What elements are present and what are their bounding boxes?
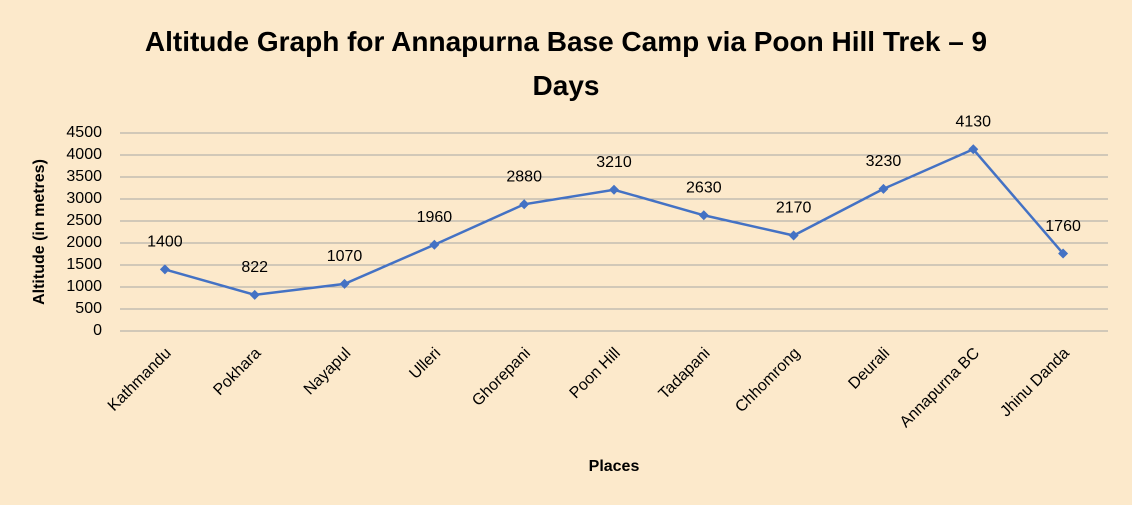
x-tick-label: Kathmandu: [105, 345, 175, 415]
y-tick-label: 0: [93, 322, 102, 339]
data-label: 4130: [955, 113, 991, 130]
y-tick-label: 4000: [66, 146, 102, 163]
x-tick-label: Nayapul: [301, 345, 355, 399]
data-point: [878, 183, 889, 194]
data-label: 1400: [147, 234, 183, 251]
data-label: 3210: [596, 154, 632, 171]
data-point: [968, 144, 979, 155]
data-label: 2170: [776, 200, 812, 217]
y-tick-label: 1000: [66, 278, 102, 295]
y-tick-label: 3000: [66, 190, 102, 207]
x-tick-label: Jhinu Danda: [997, 345, 1073, 421]
data-label: 2880: [506, 168, 542, 185]
x-tick-label: Poon Hill: [567, 345, 624, 402]
data-point: [519, 199, 530, 210]
data-point: [609, 184, 619, 195]
x-tick-label: Tadapani: [656, 345, 714, 403]
data-label: 822: [241, 259, 268, 276]
data-label: 1070: [327, 248, 363, 265]
data-point: [788, 230, 799, 241]
x-axis-title: Places: [589, 458, 640, 475]
y-tick-label: 2000: [66, 234, 102, 251]
x-tick-label: Chhomrong: [732, 345, 803, 416]
data-label: 1760: [1045, 218, 1081, 235]
y-tick-label: 3500: [66, 168, 102, 185]
x-tick-label: Annapurna BC: [897, 345, 983, 431]
data-label: 3230: [866, 153, 902, 170]
data-point: [339, 278, 350, 289]
x-tick-label: Ulleri: [406, 345, 444, 383]
series-line: [164, 147, 1065, 297]
x-tick-label: Deurali: [845, 345, 893, 393]
y-tick-label: 500: [75, 300, 102, 317]
data-point: [159, 264, 170, 275]
y-tick-label: 4500: [66, 124, 102, 141]
x-tick-label: Ghorepani: [469, 345, 534, 410]
data-point: [698, 210, 709, 221]
x-tick-label: Pokhara: [210, 345, 264, 399]
data-point: [1058, 248, 1069, 259]
y-tick-label: 1500: [66, 256, 102, 273]
data-label: 1960: [417, 209, 453, 226]
data-point: [249, 289, 260, 300]
chart-title: Altitude Graph for Annapurna Base Camp v…: [144, 26, 988, 101]
y-tick-label: 2500: [66, 212, 102, 229]
data-label: 2630: [686, 179, 722, 196]
y-axis-title: Altitude (in metres): [31, 159, 48, 305]
data-point: [429, 239, 440, 250]
